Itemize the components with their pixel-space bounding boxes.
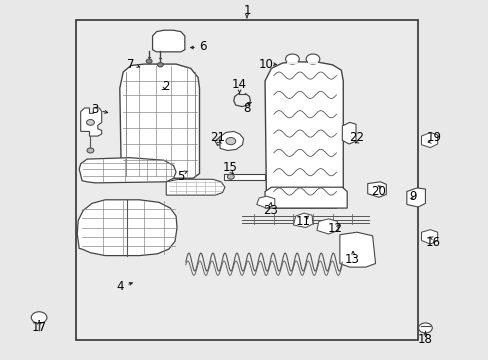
Text: 12: 12: [327, 222, 342, 235]
Text: 8: 8: [243, 102, 250, 114]
Polygon shape: [77, 200, 177, 256]
Text: 6: 6: [199, 40, 206, 53]
Polygon shape: [81, 108, 102, 136]
Circle shape: [285, 54, 299, 64]
Text: 22: 22: [349, 131, 364, 144]
Polygon shape: [367, 182, 386, 197]
Polygon shape: [339, 232, 375, 267]
Polygon shape: [264, 187, 346, 208]
Text: 3: 3: [91, 103, 99, 116]
Polygon shape: [293, 213, 312, 228]
Polygon shape: [220, 131, 243, 150]
Polygon shape: [421, 230, 437, 244]
Polygon shape: [421, 132, 437, 148]
Text: 23: 23: [263, 204, 277, 217]
Polygon shape: [120, 64, 199, 178]
Polygon shape: [152, 30, 184, 52]
Circle shape: [157, 63, 163, 67]
Text: 13: 13: [344, 253, 359, 266]
Polygon shape: [79, 158, 176, 183]
Circle shape: [227, 174, 234, 179]
Circle shape: [225, 138, 235, 145]
Text: 4: 4: [116, 280, 123, 293]
Circle shape: [86, 120, 94, 125]
Polygon shape: [316, 219, 338, 234]
Polygon shape: [264, 62, 343, 208]
Polygon shape: [406, 188, 425, 207]
Polygon shape: [342, 122, 355, 144]
Text: 9: 9: [408, 190, 416, 203]
Circle shape: [146, 59, 152, 63]
Polygon shape: [224, 174, 264, 180]
Text: 11: 11: [295, 215, 310, 228]
Circle shape: [31, 312, 47, 323]
Text: 15: 15: [222, 161, 237, 174]
Text: 1: 1: [243, 4, 250, 17]
FancyBboxPatch shape: [76, 20, 417, 340]
Text: 10: 10: [259, 58, 273, 71]
Polygon shape: [166, 179, 224, 195]
Text: 2: 2: [162, 80, 170, 93]
Text: 18: 18: [417, 333, 432, 346]
Text: 16: 16: [425, 237, 439, 249]
Text: 5: 5: [177, 170, 184, 183]
Text: 17: 17: [32, 321, 46, 334]
Polygon shape: [256, 196, 274, 208]
Text: 14: 14: [232, 78, 246, 91]
Text: 7: 7: [127, 58, 135, 71]
Text: 19: 19: [426, 131, 441, 144]
Circle shape: [305, 54, 319, 64]
Circle shape: [418, 323, 431, 333]
Circle shape: [87, 148, 94, 153]
Text: 21: 21: [210, 131, 224, 144]
Text: 20: 20: [371, 185, 386, 198]
